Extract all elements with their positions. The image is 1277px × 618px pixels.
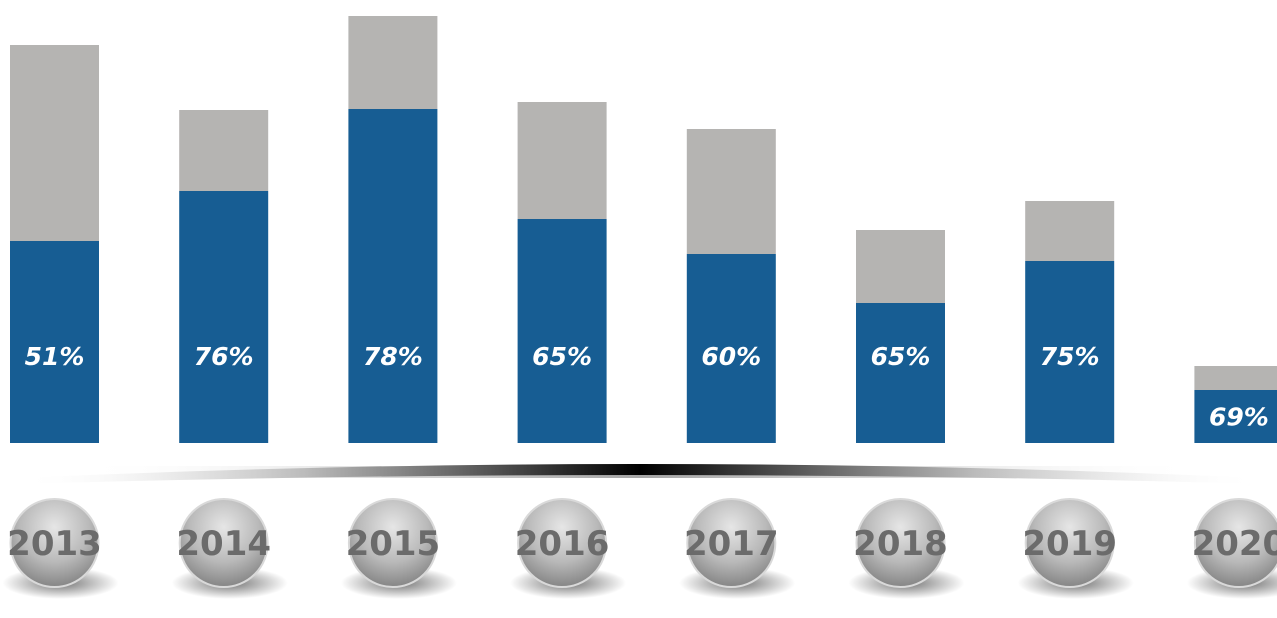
data-label: 75% xyxy=(1040,342,1100,371)
category-label: 2018 xyxy=(853,524,948,564)
data-label: 69% xyxy=(1209,403,1269,432)
category-label: 2017 xyxy=(684,524,779,564)
bar-segment-blue xyxy=(348,109,438,443)
bar-segment-blue xyxy=(1194,390,1277,443)
bar-segment-blue xyxy=(856,303,945,443)
bar-segment-blue xyxy=(686,254,776,443)
year-medal xyxy=(347,498,438,588)
category-label: 2013 xyxy=(7,524,102,564)
year-medal xyxy=(178,498,269,588)
data-label: 76% xyxy=(194,342,254,371)
year-medal xyxy=(686,498,777,588)
bar-segment-gray xyxy=(179,110,269,191)
data-labels-layer: 51% 76% 78% 65% 60% 65% 75% 69% xyxy=(25,342,1269,432)
data-label: 65% xyxy=(532,342,592,371)
year-medal xyxy=(1024,498,1115,588)
year-medal xyxy=(517,498,608,588)
bar-segment-gray xyxy=(856,230,945,303)
data-label: 78% xyxy=(363,342,423,371)
bars-layer xyxy=(10,16,1277,443)
data-label: 51% xyxy=(25,342,85,371)
bar-segment-blue xyxy=(1025,261,1115,443)
bar-segment-gray xyxy=(686,129,776,254)
category-label: 2016 xyxy=(515,524,610,564)
bar-segment-gray xyxy=(1025,201,1115,261)
bar-segment-gray xyxy=(348,16,438,109)
year-medal xyxy=(1193,498,1277,588)
bar-segment-gray xyxy=(1194,366,1277,390)
bar-segment-gray xyxy=(517,102,607,219)
category-label: 2014 xyxy=(176,524,271,564)
bar-segment-blue xyxy=(517,219,607,443)
data-label: 65% xyxy=(871,342,931,371)
data-label: 60% xyxy=(701,342,761,371)
category-label: 2020 xyxy=(1192,524,1277,564)
bar-segment-gray xyxy=(10,45,99,241)
bar-segment-blue xyxy=(10,241,99,443)
category-label: 2019 xyxy=(1022,524,1117,564)
year-medal xyxy=(9,498,100,588)
category-label: 2015 xyxy=(346,524,441,564)
shelf-band xyxy=(20,464,1260,484)
year-medals-layer: 2013 2014 2015 2016 2017 2018 2019 2020 xyxy=(2,498,1277,599)
bar-segment-blue xyxy=(179,191,269,443)
year-medal xyxy=(855,498,946,588)
